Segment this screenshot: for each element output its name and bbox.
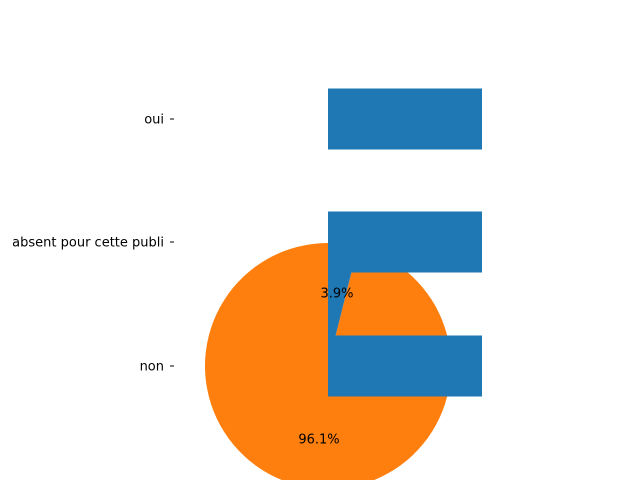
y-tick-label: oui bbox=[144, 113, 164, 128]
bar-chart bbox=[328, 88, 482, 397]
y-tick-label: non bbox=[140, 360, 164, 375]
bar-2 bbox=[328, 335, 482, 397]
pie-slice-0 bbox=[205, 243, 451, 480]
pie-chart bbox=[205, 243, 451, 480]
y-tick-label: absent pour cette publi bbox=[12, 236, 164, 251]
pie-pct-label: 3.9% bbox=[321, 286, 354, 301]
pie-pct-labels: 96.1% 3.9% bbox=[298, 286, 353, 447]
pie-slice-1 bbox=[328, 243, 358, 366]
bar-0 bbox=[328, 88, 482, 150]
pie-pct-label: 96.1% bbox=[298, 433, 339, 448]
bar-1 bbox=[328, 211, 482, 273]
y-axis-ticks: oui absent pour cette publi non bbox=[12, 113, 174, 375]
